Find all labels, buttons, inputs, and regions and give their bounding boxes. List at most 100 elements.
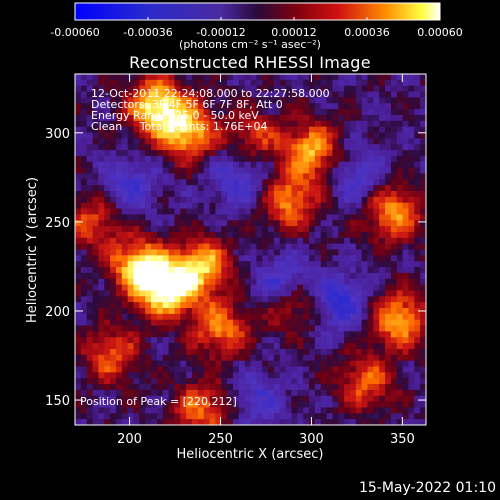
heatmap-cell bbox=[291, 226, 298, 233]
heatmap-cell bbox=[215, 237, 222, 245]
heatmap-cell bbox=[262, 384, 269, 391]
heatmap-cell bbox=[361, 261, 368, 268]
heatmap-cell bbox=[396, 284, 403, 291]
heatmap-cell bbox=[420, 74, 426, 81]
heatmap-cell bbox=[232, 255, 240, 262]
heatmap-cell bbox=[104, 208, 111, 215]
heatmap-cell bbox=[285, 366, 292, 373]
heatmap-cell bbox=[168, 319, 175, 326]
heatmap-cell bbox=[250, 348, 257, 356]
heatmap-cell bbox=[227, 132, 234, 139]
heatmap-cell bbox=[115, 109, 123, 116]
heatmap-cell bbox=[279, 150, 286, 157]
heatmap-cell bbox=[104, 114, 111, 122]
heatmap-cell bbox=[238, 378, 246, 385]
heatmap-cell bbox=[197, 208, 205, 215]
heatmap-cell bbox=[367, 319, 374, 326]
heatmap-cell bbox=[121, 290, 129, 297]
heatmap-cell bbox=[297, 395, 304, 402]
heatmap-cell bbox=[367, 296, 374, 303]
colorbar-units: (photons cm⁻² s⁻¹ asec⁻²) bbox=[179, 38, 321, 51]
heatmap-cell bbox=[273, 249, 281, 256]
heatmap-cell bbox=[414, 407, 421, 414]
heatmap-cell bbox=[156, 284, 164, 291]
heatmap-cell bbox=[232, 191, 240, 198]
heatmap-cell bbox=[151, 407, 158, 414]
heatmap-cell bbox=[127, 144, 134, 151]
heatmap-cell bbox=[92, 126, 99, 133]
heatmap-cell bbox=[115, 243, 123, 250]
heatmap-cell bbox=[338, 231, 345, 239]
heatmap-cell bbox=[192, 214, 199, 221]
heatmap-cell bbox=[162, 372, 169, 379]
heatmap-cell bbox=[215, 413, 222, 420]
heatmap-cell bbox=[361, 348, 368, 356]
heatmap-cell bbox=[80, 331, 88, 338]
heatmap-cell bbox=[121, 173, 129, 180]
heatmap-cell bbox=[238, 161, 246, 168]
heatmap-cell bbox=[320, 220, 327, 227]
heatmap-cell bbox=[156, 290, 164, 297]
chart-title: Reconstructed RHESSI Image bbox=[129, 53, 371, 72]
heatmap-cell bbox=[98, 126, 105, 133]
heatmap-cell bbox=[273, 191, 281, 198]
heatmap-cell bbox=[75, 220, 82, 227]
heatmap-cell bbox=[349, 278, 357, 285]
heatmap-cell bbox=[174, 267, 181, 274]
heatmap-cell bbox=[320, 278, 327, 285]
heatmap-cell bbox=[297, 384, 304, 391]
heatmap-cell bbox=[326, 348, 333, 356]
heatmap-cell bbox=[396, 308, 403, 315]
heatmap-cell bbox=[238, 401, 246, 408]
heatmap-cell bbox=[303, 284, 310, 291]
heatmap-cell bbox=[420, 202, 426, 209]
heatmap-cell bbox=[402, 220, 409, 227]
heatmap-cell bbox=[297, 267, 304, 274]
heatmap-cell bbox=[256, 132, 263, 139]
heatmap-cell bbox=[320, 109, 327, 116]
heatmap-cell bbox=[309, 220, 316, 227]
heatmap-cell bbox=[156, 395, 164, 402]
heatmap-cell bbox=[355, 155, 363, 163]
heatmap-cell bbox=[221, 237, 228, 245]
heatmap-cell bbox=[151, 255, 158, 262]
heatmap-cell bbox=[75, 85, 82, 92]
heatmap-cell bbox=[145, 284, 152, 291]
heatmap-cell bbox=[303, 138, 310, 145]
heatmap-cell bbox=[396, 360, 403, 367]
heatmap-cell bbox=[227, 120, 234, 128]
heatmap-cell bbox=[285, 144, 292, 151]
heatmap-cell bbox=[215, 313, 222, 321]
heatmap-cell bbox=[168, 325, 175, 332]
heatmap-cell bbox=[367, 249, 374, 256]
heatmap-cell bbox=[80, 296, 88, 303]
heatmap-cell bbox=[209, 155, 216, 163]
heatmap-cell bbox=[349, 91, 357, 98]
heatmap-cell bbox=[156, 179, 164, 186]
heatmap-cell bbox=[285, 343, 292, 350]
heatmap-cell bbox=[145, 196, 152, 204]
heatmap-cell bbox=[227, 360, 234, 367]
heatmap-cell bbox=[104, 360, 111, 367]
heatmap-cell bbox=[221, 226, 228, 233]
heatmap-cell bbox=[98, 249, 105, 256]
heatmap-cell bbox=[92, 343, 99, 350]
heatmap-cell bbox=[75, 319, 82, 326]
heatmap-cell bbox=[104, 191, 111, 198]
heatmap-cell bbox=[180, 278, 187, 285]
heatmap-cell bbox=[192, 191, 199, 198]
heatmap-cell bbox=[151, 313, 158, 321]
heatmap-cell bbox=[367, 337, 374, 344]
heatmap-cell bbox=[361, 85, 368, 92]
heatmap-cell bbox=[244, 220, 251, 227]
heatmap-cell bbox=[338, 302, 345, 309]
heatmap-cell bbox=[203, 308, 210, 315]
heatmap-cell bbox=[332, 249, 339, 256]
heatmap-cell bbox=[133, 267, 140, 274]
heatmap-cell bbox=[344, 319, 351, 326]
heatmap-cell bbox=[273, 395, 281, 402]
heatmap-cell bbox=[75, 126, 82, 133]
heatmap-cell bbox=[297, 202, 304, 209]
heatmap-cell bbox=[332, 389, 339, 397]
heatmap-cell bbox=[98, 120, 105, 128]
